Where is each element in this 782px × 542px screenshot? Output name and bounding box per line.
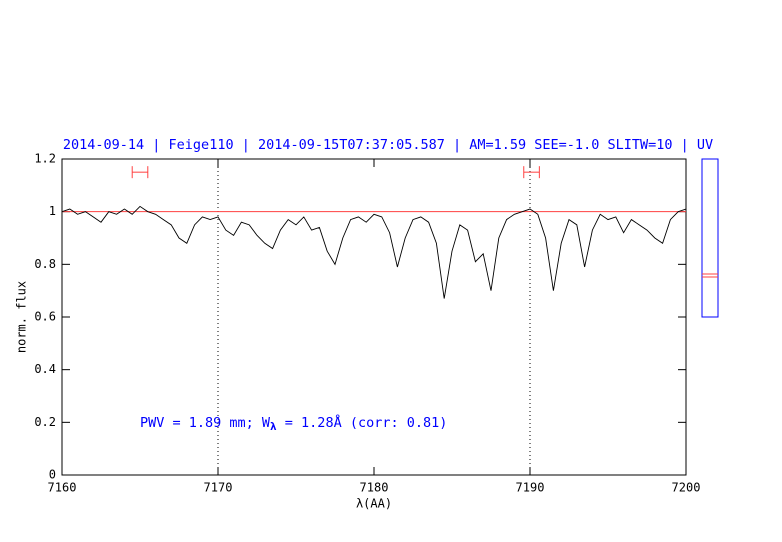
window-marker xyxy=(523,166,540,179)
y-tick-label: 0.2 xyxy=(34,415,56,429)
annotation-part: PWV = 1.89 mm; W xyxy=(140,415,271,431)
y-tick-label: 0.4 xyxy=(34,362,56,376)
chart-title: 2014-09-14 | Feige110 | 2014-09-15T07:37… xyxy=(63,137,713,153)
y-tick-label: 0.8 xyxy=(34,257,56,271)
side-panel xyxy=(701,158,719,318)
y-tick-label: 1.2 xyxy=(34,152,56,166)
annotation-part: λ xyxy=(270,420,277,433)
y-axis-label: norm. flux xyxy=(15,281,29,353)
window-marker xyxy=(131,166,149,179)
spectrum-line xyxy=(61,205,687,299)
x-tick-label: 7190 xyxy=(516,481,545,495)
x-tick-label: 7200 xyxy=(672,481,701,495)
x-tick-label: 7160 xyxy=(48,481,77,495)
x-tick-label: 7180 xyxy=(360,481,389,495)
x-tick-label: 7170 xyxy=(204,481,233,495)
annotation: PWV = 1.89 mm; Wλ = 1.28Å (corr: 0.81) xyxy=(140,414,447,433)
x-axis-label: λ(AA) xyxy=(356,497,392,511)
y-tick-label: 0.6 xyxy=(34,310,56,324)
annotation-part: = 1.28Å (corr: 0.81) xyxy=(277,414,448,431)
y-tick-label: 1 xyxy=(49,204,56,218)
y-tick-label: 0 xyxy=(49,468,56,482)
